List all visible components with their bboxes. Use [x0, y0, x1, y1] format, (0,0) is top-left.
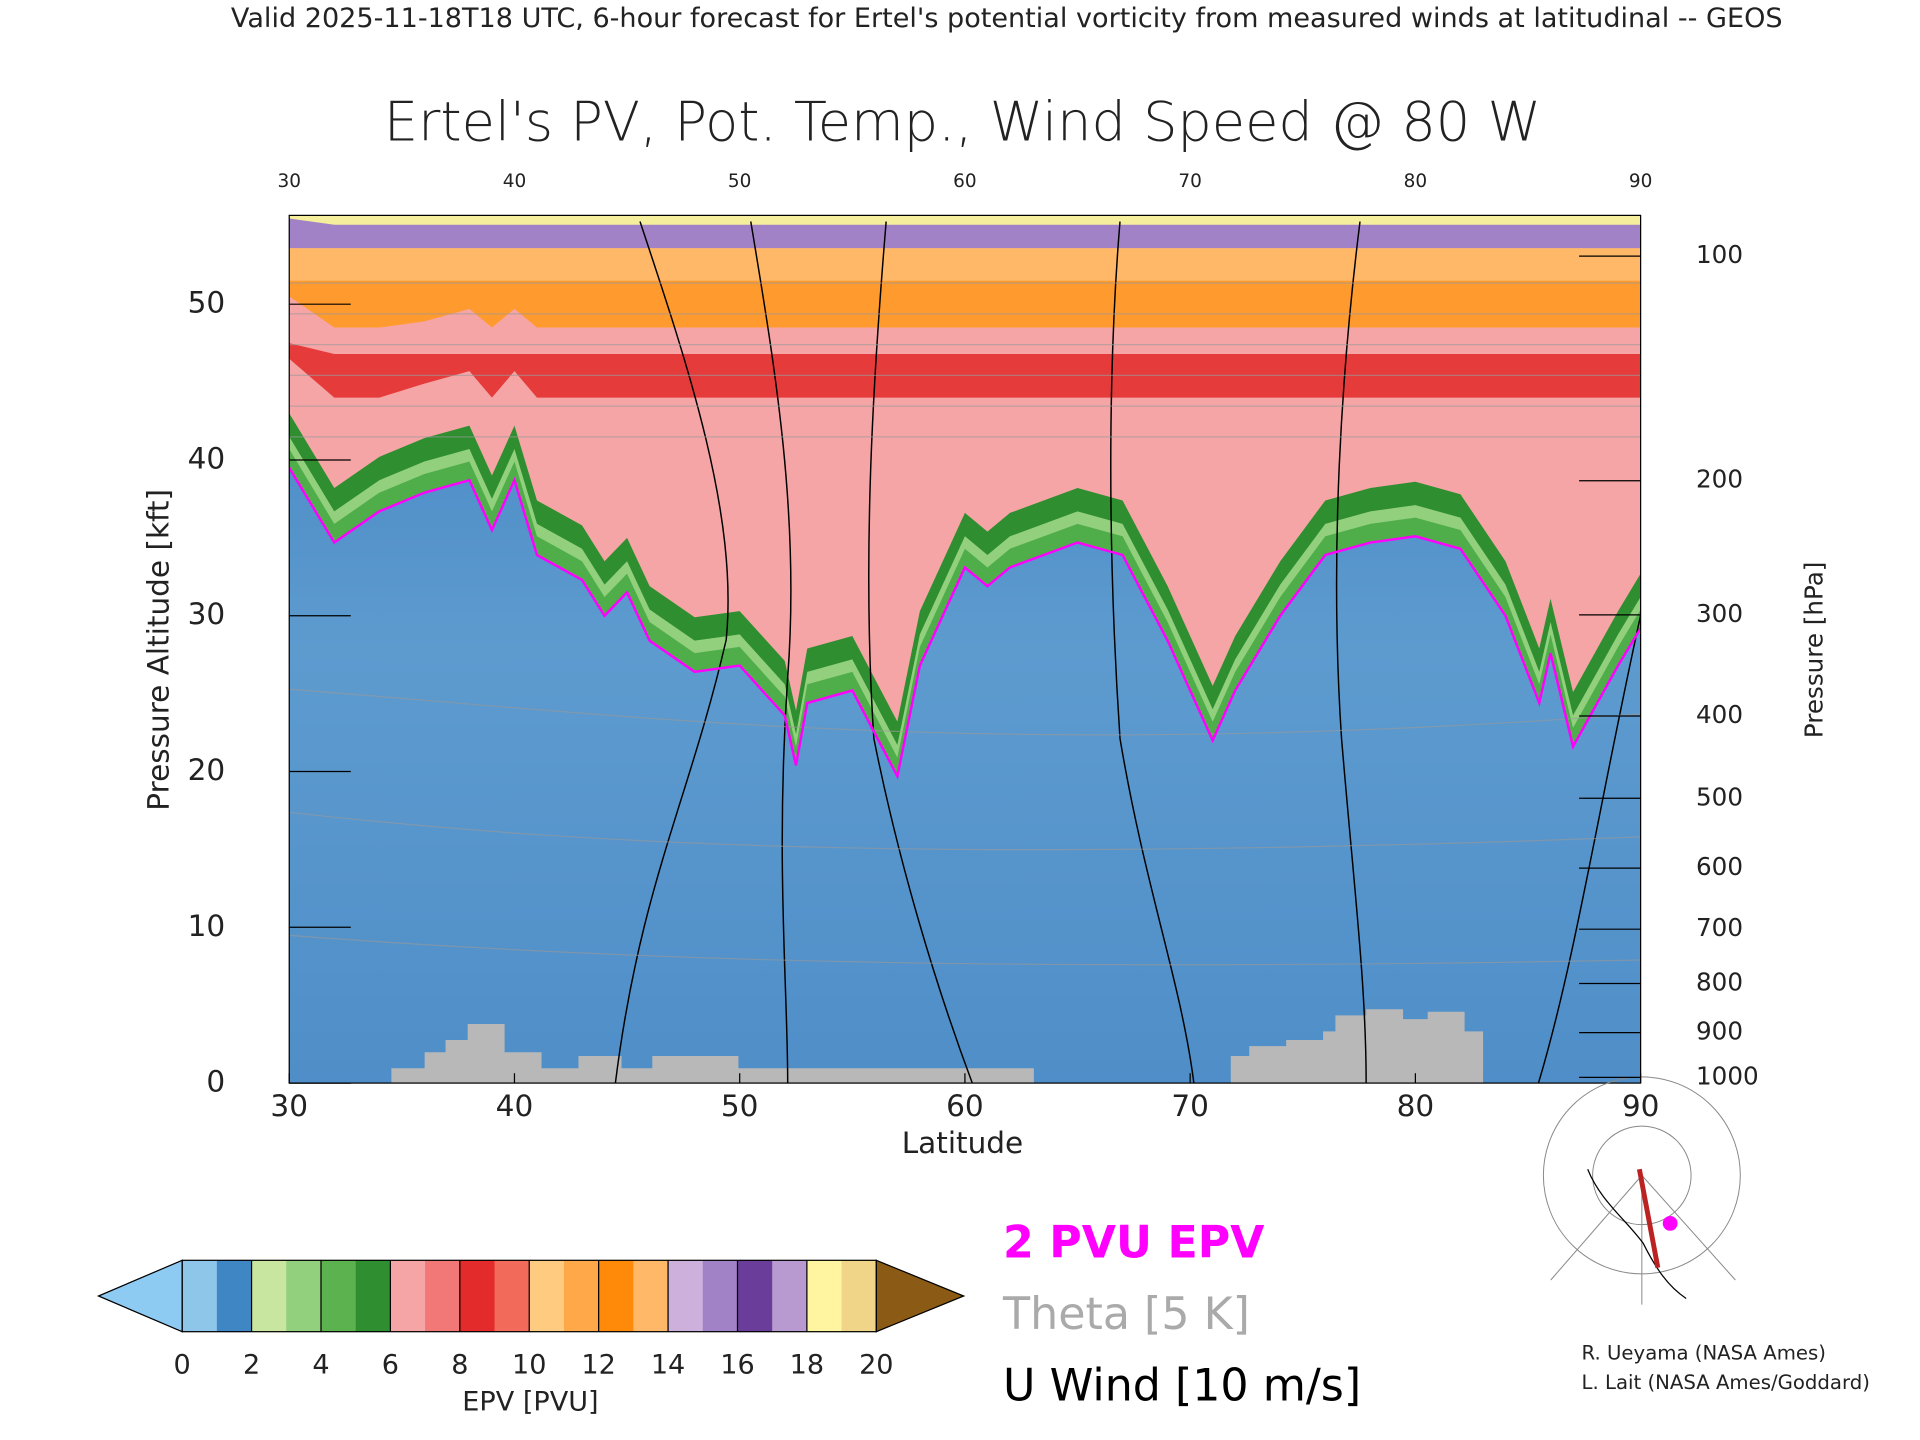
- colorbar-swatch: [529, 1260, 565, 1332]
- colorbar-tick-label: 14: [651, 1350, 685, 1381]
- credit: R. Ueyama (NASA Ames): [1582, 1341, 1826, 1364]
- y-tick-label: 50: [188, 286, 226, 320]
- pv-2-contour: [289, 467, 1641, 780]
- colorbar-tick-label: 16: [720, 1350, 754, 1381]
- colorbar-swatch: [425, 1260, 461, 1332]
- y2-tick-label: 1000: [1696, 1061, 1759, 1090]
- inset-map: [1542, 1076, 1741, 1305]
- y2-tick-label: 100: [1696, 240, 1743, 269]
- colorbar-swatch: [320, 1260, 357, 1332]
- colorbar-tick-label: 0: [174, 1350, 191, 1381]
- y-tick-label: 10: [188, 909, 226, 943]
- y2-tick-label: 800: [1696, 967, 1743, 996]
- colorbar-swatch: [772, 1260, 808, 1332]
- x-tick-label: 60: [946, 1089, 984, 1123]
- x-tick-label: 90: [1622, 1089, 1660, 1123]
- x-top-tick-label: 90: [1629, 171, 1652, 192]
- terrain: [391, 1009, 1484, 1084]
- y2-tick-label: 700: [1696, 913, 1743, 942]
- colorbar-swatch: [702, 1260, 739, 1332]
- colorbar-swatch: [216, 1260, 253, 1332]
- legend: 2 PVU EPV Theta [5 K] U Wind [10 m/s]: [1002, 1218, 1361, 1412]
- y2-tick-label: 400: [1696, 700, 1743, 729]
- x-tick-label: 50: [721, 1089, 759, 1123]
- y-tick-label: 40: [188, 441, 226, 475]
- x-tick-label: 30: [270, 1089, 308, 1123]
- x-tick-label: 80: [1397, 1089, 1435, 1123]
- colorbar-tick-label: 12: [581, 1350, 615, 1381]
- pv-shading: [289, 215, 1641, 777]
- legend-entry: U Wind [10 m/s]: [1003, 1360, 1361, 1411]
- x-top-tick-label: 50: [728, 171, 751, 192]
- colorbar-label: EPV [PVU]: [462, 1387, 598, 1418]
- colorbar-swatch: [598, 1260, 634, 1332]
- x-top-tick-label: 30: [277, 171, 300, 192]
- colorbar-swatch: [390, 1260, 426, 1332]
- chart-title: Ertel's PV, Pot. Temp., Wind Speed @ 80 …: [384, 90, 1541, 153]
- colorbar-swatch: [355, 1260, 392, 1332]
- plot-area: [289, 215, 1641, 1084]
- x-axis-label: Latitude: [902, 1126, 1023, 1160]
- colorbar-swatch: [841, 1260, 877, 1332]
- x-top-tick-label: 80: [1404, 171, 1427, 192]
- colorbar-swatch: [286, 1260, 322, 1332]
- colorbar-swatch: [806, 1260, 843, 1332]
- y2-axis-label: Pressure [hPa]: [1799, 562, 1828, 739]
- colorbar: 0 2 4 6 8 10 12 14 16 18 20: [96, 1259, 966, 1381]
- colorbar-under: [96, 1259, 183, 1333]
- colorbar-swatch: [668, 1260, 704, 1332]
- x-top-tick-label: 60: [953, 171, 976, 192]
- colorbar-tick-label: 4: [312, 1350, 329, 1381]
- colorbar-tick-label: 20: [859, 1350, 893, 1381]
- y-axis-label: Pressure Altitude [kft]: [142, 489, 176, 811]
- y2-tick-label: 600: [1696, 852, 1743, 881]
- colorbar-swatch: [182, 1260, 218, 1332]
- y2-tick-label: 900: [1696, 1017, 1743, 1046]
- y-tick-label: 30: [188, 597, 226, 631]
- y2-tick-label: 200: [1696, 465, 1743, 494]
- y-tick-label: 0: [206, 1065, 225, 1099]
- x-tick-label: 70: [1171, 1089, 1209, 1123]
- pv-band: [289, 215, 1641, 225]
- colorbar-tick-label: 6: [382, 1350, 399, 1381]
- credit: L. Lait (NASA Ames/Goddard): [1582, 1371, 1870, 1394]
- colorbar-over: [875, 1259, 966, 1333]
- colorbar-swatch: [563, 1260, 600, 1332]
- colorbar-tick-label: 10: [512, 1350, 546, 1381]
- x-tick-label: 40: [496, 1089, 534, 1123]
- y2-tick-label: 300: [1696, 599, 1743, 628]
- colorbar-swatch: [459, 1260, 496, 1332]
- colorbar-swatch: [251, 1260, 287, 1332]
- colorbar-swatch: [494, 1260, 530, 1332]
- legend-entry: 2 PVU EPV: [1003, 1218, 1265, 1269]
- header: Valid 2025-11-18T18 UTC, 6-hour forecast…: [231, 3, 1783, 34]
- x-top-tick-label: 70: [1178, 171, 1201, 192]
- y2-tick-label: 500: [1696, 782, 1743, 811]
- x-top-tick-label: 40: [503, 171, 526, 192]
- y-tick-label: 20: [188, 753, 226, 787]
- theta-contours: [289, 282, 1641, 966]
- colorbar-swatch: [737, 1260, 773, 1332]
- colorbar-swatch: [633, 1260, 669, 1332]
- colorbar-tick-label: 18: [790, 1350, 824, 1381]
- legend-entry: Theta [5 K]: [1002, 1289, 1250, 1340]
- wind-contours: [614, 221, 1641, 1084]
- colorbar-tick-label: 8: [451, 1350, 468, 1381]
- colorbar-tick-label: 2: [243, 1350, 260, 1381]
